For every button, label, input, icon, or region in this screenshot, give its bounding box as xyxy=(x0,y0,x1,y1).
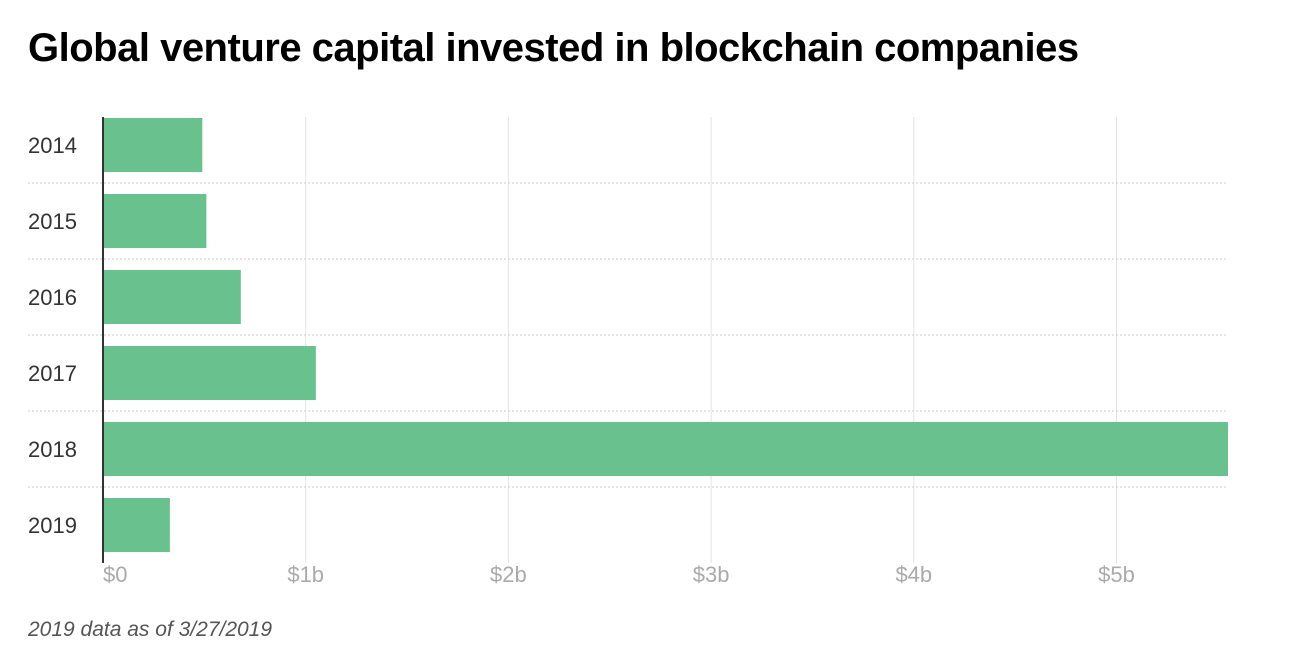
bars xyxy=(103,118,1228,552)
bar-2017 xyxy=(103,346,316,400)
gridlines xyxy=(305,117,1118,563)
x-tick-label-$4b: $4b xyxy=(895,562,932,587)
x-tick-label-$3b: $3b xyxy=(693,562,730,587)
x-tick-label-$5b: $5b xyxy=(1098,562,1135,587)
y-tick-label-2014: 2014 xyxy=(28,133,77,158)
x-tick-label-$2b: $2b xyxy=(490,562,527,587)
y-tick-label-2016: 2016 xyxy=(28,285,77,310)
chart-title: Global venture capital invested in block… xyxy=(28,26,1079,70)
bar-2015 xyxy=(103,194,207,248)
bar-2016 xyxy=(103,270,241,324)
footnote: 2019 data as of 3/27/2019 xyxy=(28,618,273,641)
bar-2018 xyxy=(103,422,1228,476)
y-tick-label-2019: 2019 xyxy=(28,513,77,538)
x-tick-label-$0: $0 xyxy=(103,562,127,587)
bar-2019 xyxy=(103,498,170,552)
row-separators xyxy=(28,182,1228,488)
x-tick-labels: $0 $1b $2b $3b $4b $5b xyxy=(103,562,1135,587)
bar-2014 xyxy=(103,118,203,172)
y-tick-labels: 2014 2015 2016 2017 2018 2019 xyxy=(28,133,77,538)
x-tick-label-$1b: $1b xyxy=(287,562,324,587)
y-tick-label-2015: 2015 xyxy=(28,209,77,234)
y-tick-label-2017: 2017 xyxy=(28,361,77,386)
y-tick-label-2018: 2018 xyxy=(28,437,77,462)
